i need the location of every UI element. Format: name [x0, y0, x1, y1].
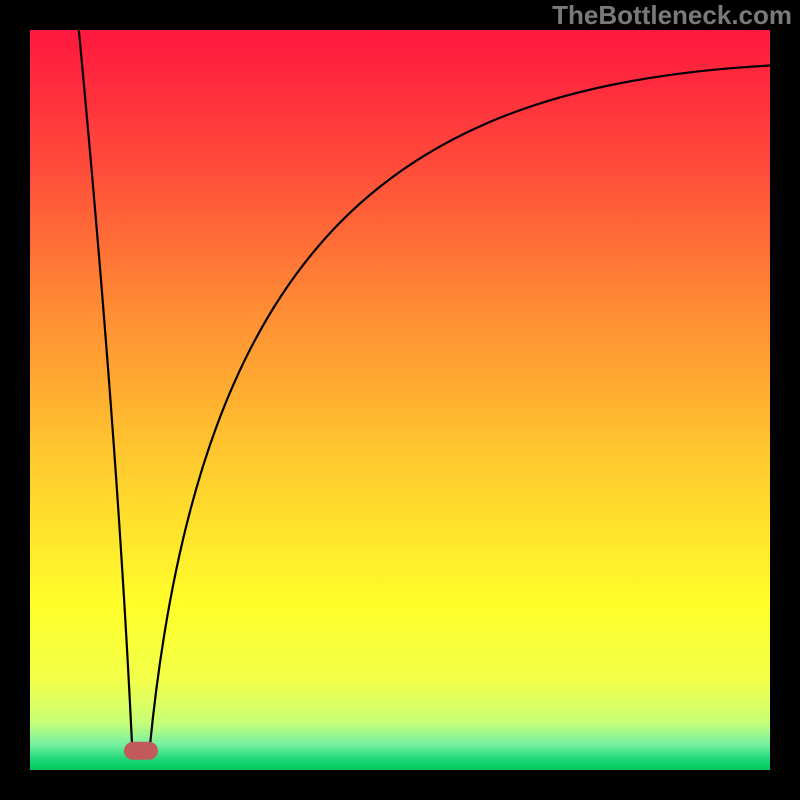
notch-marker: [124, 742, 158, 760]
watermark-text: TheBottleneck.com: [552, 0, 792, 31]
chart-svg: [0, 0, 800, 800]
chart-container: TheBottleneck.com: [0, 0, 800, 800]
plot-area: [30, 30, 770, 770]
